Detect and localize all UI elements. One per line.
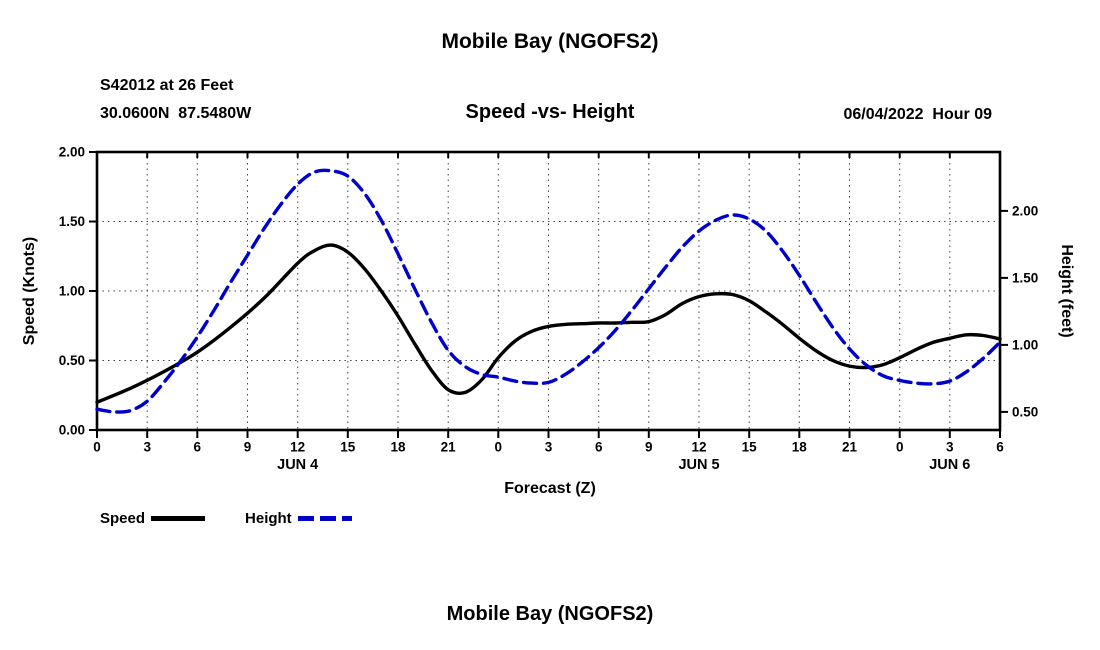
x-axis-tick-label: 9 [244,440,252,455]
x-axis-tick-label: 9 [645,440,653,455]
x-axis-tick-label: 21 [441,440,457,455]
legend-height-label: Height [245,510,292,527]
bottom-chart-title: Mobile Bay (NGOFS2) [446,603,654,625]
right-axis-tick-label: 0.50 [1012,405,1038,420]
chart-title: Mobile Bay (NGOFS2) [441,30,659,53]
right-axis-tick-label: 1.50 [1012,271,1038,286]
x-axis-tick-label: 0 [495,440,503,455]
x-axis-tick-label: 3 [143,440,151,455]
x-axis-tick-label: 0 [93,440,101,455]
x-axis-tick-label: 18 [390,440,406,455]
x-axis-tick-label: 3 [946,440,954,455]
left-axis-tick-label: 1.00 [59,284,85,299]
legend-speed-label: Speed [100,510,146,527]
x-axis-tick-label: 21 [842,440,858,455]
left-axis-tick-label: 0.00 [59,423,85,438]
legend: Speed Height [100,510,352,527]
height-series-line [95,168,1002,414]
x-axis-tick-label: 12 [290,440,305,455]
x-axis-tick-label: 12 [691,440,706,455]
right-axis-title: Height (feet) [1058,244,1075,338]
x-axis-tick-label: 0 [896,440,904,455]
left-axis-tick-label: 0.50 [59,353,85,368]
x-axis-tick-label: 6 [996,440,1004,455]
station-coordinates: 30.0600N 87.5480W [100,105,252,122]
date-label: JUN 4 [277,457,318,473]
station-id: S42012 at 26 Feet [100,77,234,94]
x-axis-tick-label: 15 [340,440,356,455]
left-axis-tick-label: 2.00 [59,145,85,160]
left-axis-title: Speed (Knots) [21,236,38,346]
date-label: JUN 6 [929,457,970,473]
speed-line-swatch [151,516,206,521]
forecast-datetime: 06/04/2022 Hour 09 [843,106,992,123]
x-axis-tick-label: 15 [742,440,758,455]
x-axis-tick-label: 3 [545,440,553,455]
x-axis-title: Forecast (Z) [504,480,596,497]
chart-subtitle: Speed -vs- Height [465,101,635,123]
right-axis-tick-label: 2.00 [1012,204,1038,219]
height-line-swatch [297,516,352,521]
x-axis-tick-label: 6 [595,440,603,455]
date-label: JUN 5 [678,457,719,473]
x-axis-tick-label: 18 [792,440,808,455]
speed-series-line [95,243,1002,404]
right-axis-tick-label: 1.00 [1012,338,1038,353]
left-axis-tick-label: 1.50 [59,214,85,229]
x-axis-tick-label: 6 [194,440,202,455]
